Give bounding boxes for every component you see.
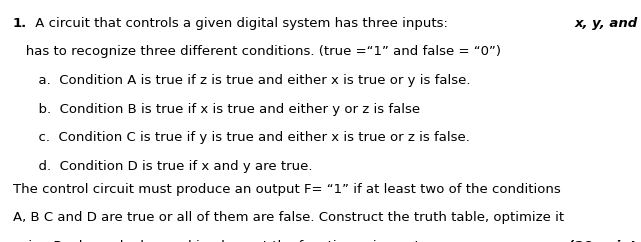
- Text: The control circuit must produce an output F= “1” if at least two of the conditi: The control circuit must produce an outp…: [13, 183, 561, 196]
- Text: c.  Condition C is true if y is true and either x is true or z is false.: c. Condition C is true if y is true and …: [13, 131, 470, 144]
- Text: d.  Condition D is true if x and y are true.: d. Condition D is true if x and y are tr…: [13, 160, 312, 173]
- Text: A, B C and D are true or all of them are false. Construct the truth table, optim: A, B C and D are true or all of them are…: [13, 211, 564, 224]
- Text: 1.: 1.: [13, 17, 27, 30]
- Text: b.  Condition B is true if x is true and either y or z is false: b. Condition B is true if x is true and …: [13, 103, 420, 116]
- Text: a.  Condition A is true if z is true and either x is true or y is false.: a. Condition A is true if z is true and …: [13, 74, 470, 87]
- Text: has to recognize three different conditions. (true =“1” and false = “0”): has to recognize three different conditi…: [13, 45, 501, 59]
- Text: (20 points): (20 points): [568, 240, 641, 242]
- Text: A circuit that controls a given digital system has three inputs:: A circuit that controls a given digital …: [31, 17, 453, 30]
- Text: x, y, and z: x, y, and z: [574, 17, 641, 30]
- Text: using Boolean algebra and implement the function using gates.: using Boolean algebra and implement the …: [13, 240, 443, 242]
